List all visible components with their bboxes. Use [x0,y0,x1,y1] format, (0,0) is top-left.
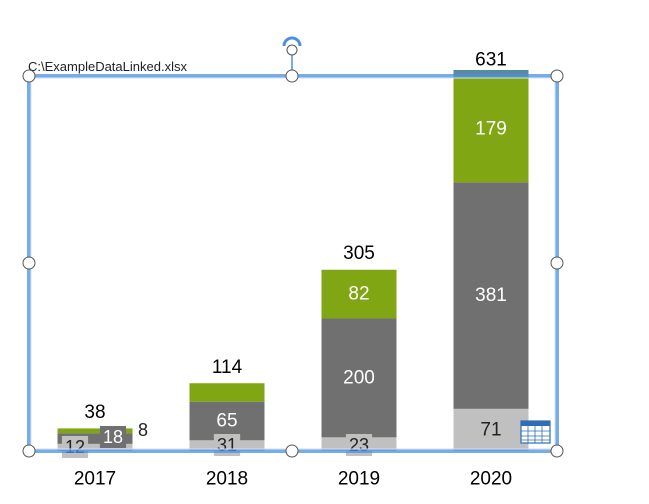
bar-dark-2017[interactable] [57,433,133,444]
bar-dark-2018[interactable] [189,401,265,441]
resize-handle-top[interactable] [285,69,299,83]
value-label-green-2017: 8 [138,420,148,440]
total-label-2020: 631 [475,50,507,71]
value-label-green-2020: 179 [475,119,507,140]
value-label-dark-2019: 200 [343,367,375,388]
bar-light-2020[interactable] [453,408,529,451]
resize-handle-bottom[interactable] [285,444,299,458]
chart-selection-frame[interactable] [22,36,564,458]
total-label-2017: 38 [84,402,105,423]
resize-handle-top-left[interactable] [22,69,36,83]
bar-green-2020[interactable] [453,76,529,183]
category-label-2018: 2018 [206,469,248,490]
total-label-2018: 114 [212,357,243,378]
bar-green-2017[interactable] [57,428,133,434]
bar-green-2019[interactable] [321,269,397,319]
rotate-handle-knob[interactable] [286,44,298,56]
resize-handle-top-right[interactable] [550,69,564,83]
value-label-dark-2017: 18 [103,427,123,447]
category-label-2020: 2020 [470,469,512,490]
bar-dark-2020[interactable] [453,182,529,409]
data-sheet-icon[interactable] [520,420,551,444]
value-label-light-2020: 71 [480,419,501,440]
value-label-dark-2020: 381 [475,285,507,306]
total-label-2019: 305 [343,243,375,264]
value-label-green-2019: 82 [348,284,369,305]
bar-green-2018[interactable] [189,383,265,402]
category-label-2017: 2017 [74,469,116,490]
value-label-light-2017: 12 [65,437,85,457]
value-label-dark-2018: 65 [216,410,237,431]
bar-light-2017[interactable] [57,443,133,451]
value-label-dark-2017-bg [99,426,127,448]
rotate-handle-icon[interactable] [282,36,302,47]
resize-handle-left[interactable] [22,256,36,270]
bar-cap-2020 [453,70,529,76]
bar-dark-2019[interactable] [321,318,397,438]
resize-handle-right[interactable] [550,256,564,270]
resize-handle-bottom-left[interactable] [22,444,36,458]
plot-area: 1218838201718653111420182320082305201971… [57,50,529,490]
file-path-label: C:\ExampleDataLinked.xlsx [28,59,187,74]
category-label-2019: 2019 [338,469,380,490]
resize-handle-bottom-right[interactable] [550,444,564,458]
